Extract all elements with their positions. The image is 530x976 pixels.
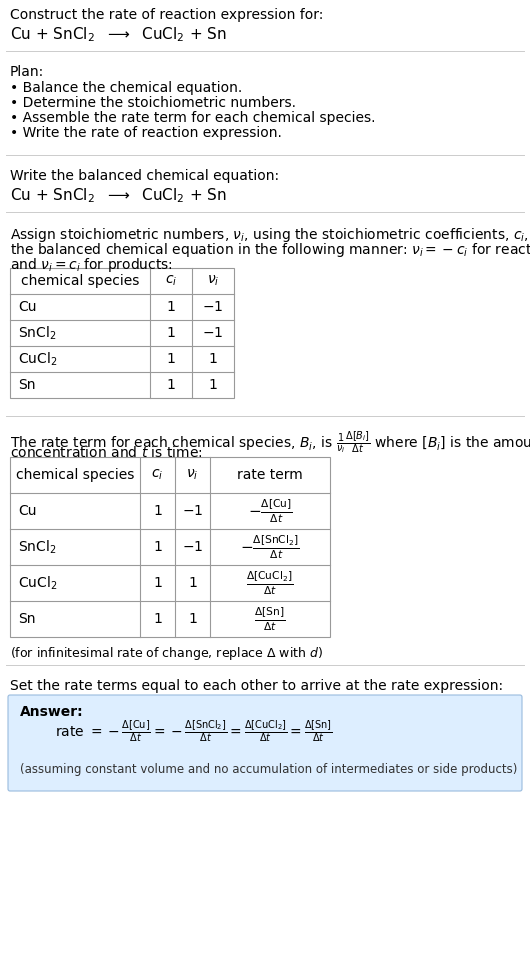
Text: 1: 1	[166, 352, 175, 366]
Text: chemical species: chemical species	[21, 274, 139, 288]
Text: 1: 1	[166, 378, 175, 392]
Text: $\nu_i$: $\nu_i$	[187, 468, 199, 482]
Bar	[10, 268, 234, 398]
Text: Assign stoichiometric numbers, $\nu_i$, using the stoichiometric coefficients, $: Assign stoichiometric numbers, $\nu_i$, …	[10, 226, 530, 244]
Text: SnCl$_2$: SnCl$_2$	[18, 324, 57, 342]
Text: (for infinitesimal rate of change, replace Δ with $d$): (for infinitesimal rate of change, repla…	[10, 645, 323, 662]
Text: $\nu_i$: $\nu_i$	[207, 274, 219, 288]
Text: Answer:: Answer:	[20, 705, 84, 719]
Text: Sn: Sn	[18, 378, 36, 392]
Text: 1: 1	[188, 576, 197, 590]
Text: 1: 1	[209, 352, 217, 366]
Text: 1: 1	[153, 612, 162, 626]
Text: Cu + SnCl$_2$  $\longrightarrow$  CuCl$_2$ + Sn: Cu + SnCl$_2$ $\longrightarrow$ CuCl$_2$…	[10, 25, 227, 44]
Text: • Write the rate of reaction expression.: • Write the rate of reaction expression.	[10, 126, 282, 140]
Text: 1: 1	[153, 576, 162, 590]
Text: 1: 1	[209, 378, 217, 392]
Text: $\frac{\Delta[\mathrm{CuCl_2}]}{\Delta t}$: $\frac{\Delta[\mathrm{CuCl_2}]}{\Delta t…	[246, 569, 294, 597]
Text: $-1$: $-1$	[202, 326, 224, 340]
Text: SnCl$_2$: SnCl$_2$	[18, 539, 57, 555]
Text: rate $= -\frac{\Delta[\mathrm{Cu}]}{\Delta t} = -\frac{\Delta[\mathrm{SnCl_2}]}{: rate $= -\frac{\Delta[\mathrm{Cu}]}{\Del…	[55, 718, 333, 744]
Text: $-\frac{\Delta[\mathrm{Cu}]}{\Delta t}$: $-\frac{\Delta[\mathrm{Cu}]}{\Delta t}$	[248, 497, 293, 525]
Text: Cu + SnCl$_2$  $\longrightarrow$  CuCl$_2$ + Sn: Cu + SnCl$_2$ $\longrightarrow$ CuCl$_2$…	[10, 186, 227, 205]
FancyBboxPatch shape	[8, 695, 522, 791]
Text: chemical species: chemical species	[16, 468, 134, 482]
Text: 1: 1	[153, 540, 162, 554]
Text: concentration and $t$ is time:: concentration and $t$ is time:	[10, 445, 202, 460]
Text: Plan:: Plan:	[10, 65, 44, 79]
Text: • Assemble the rate term for each chemical species.: • Assemble the rate term for each chemic…	[10, 111, 375, 125]
Text: The rate term for each chemical species, $B_i$, is $\frac{1}{\nu_i}\frac{\Delta[: The rate term for each chemical species,…	[10, 430, 530, 456]
Text: 1: 1	[166, 326, 175, 340]
Bar	[10, 457, 330, 637]
Text: $c_i$: $c_i$	[165, 274, 177, 288]
Text: $-\frac{\Delta[\mathrm{SnCl_2}]}{\Delta t}$: $-\frac{\Delta[\mathrm{SnCl_2}]}{\Delta …	[240, 533, 300, 561]
Text: Cu: Cu	[18, 300, 37, 314]
Text: Set the rate terms equal to each other to arrive at the rate expression:: Set the rate terms equal to each other t…	[10, 679, 503, 693]
Text: the balanced chemical equation in the following manner: $\nu_i = -c_i$ for react: the balanced chemical equation in the fo…	[10, 241, 530, 259]
Text: Construct the rate of reaction expression for:: Construct the rate of reaction expressio…	[10, 8, 323, 22]
Text: $-1$: $-1$	[202, 300, 224, 314]
Text: and $\nu_i = c_i$ for products:: and $\nu_i = c_i$ for products:	[10, 256, 173, 274]
Text: • Determine the stoichiometric numbers.: • Determine the stoichiometric numbers.	[10, 96, 296, 110]
Text: 1: 1	[188, 612, 197, 626]
Text: $-1$: $-1$	[182, 540, 203, 554]
Text: Sn: Sn	[18, 612, 36, 626]
Text: 1: 1	[166, 300, 175, 314]
Text: $c_i$: $c_i$	[152, 468, 164, 482]
Text: $\frac{\Delta[\mathrm{Sn}]}{\Delta t}$: $\frac{\Delta[\mathrm{Sn}]}{\Delta t}$	[254, 605, 286, 632]
Text: $-1$: $-1$	[182, 504, 203, 518]
Text: CuCl$_2$: CuCl$_2$	[18, 574, 57, 591]
Text: • Balance the chemical equation.: • Balance the chemical equation.	[10, 81, 242, 95]
Text: 1: 1	[153, 504, 162, 518]
Text: rate term: rate term	[237, 468, 303, 482]
Text: CuCl$_2$: CuCl$_2$	[18, 350, 57, 368]
Text: (assuming constant volume and no accumulation of intermediates or side products): (assuming constant volume and no accumul…	[20, 763, 517, 776]
Text: Cu: Cu	[18, 504, 37, 518]
Text: Write the balanced chemical equation:: Write the balanced chemical equation:	[10, 169, 279, 183]
